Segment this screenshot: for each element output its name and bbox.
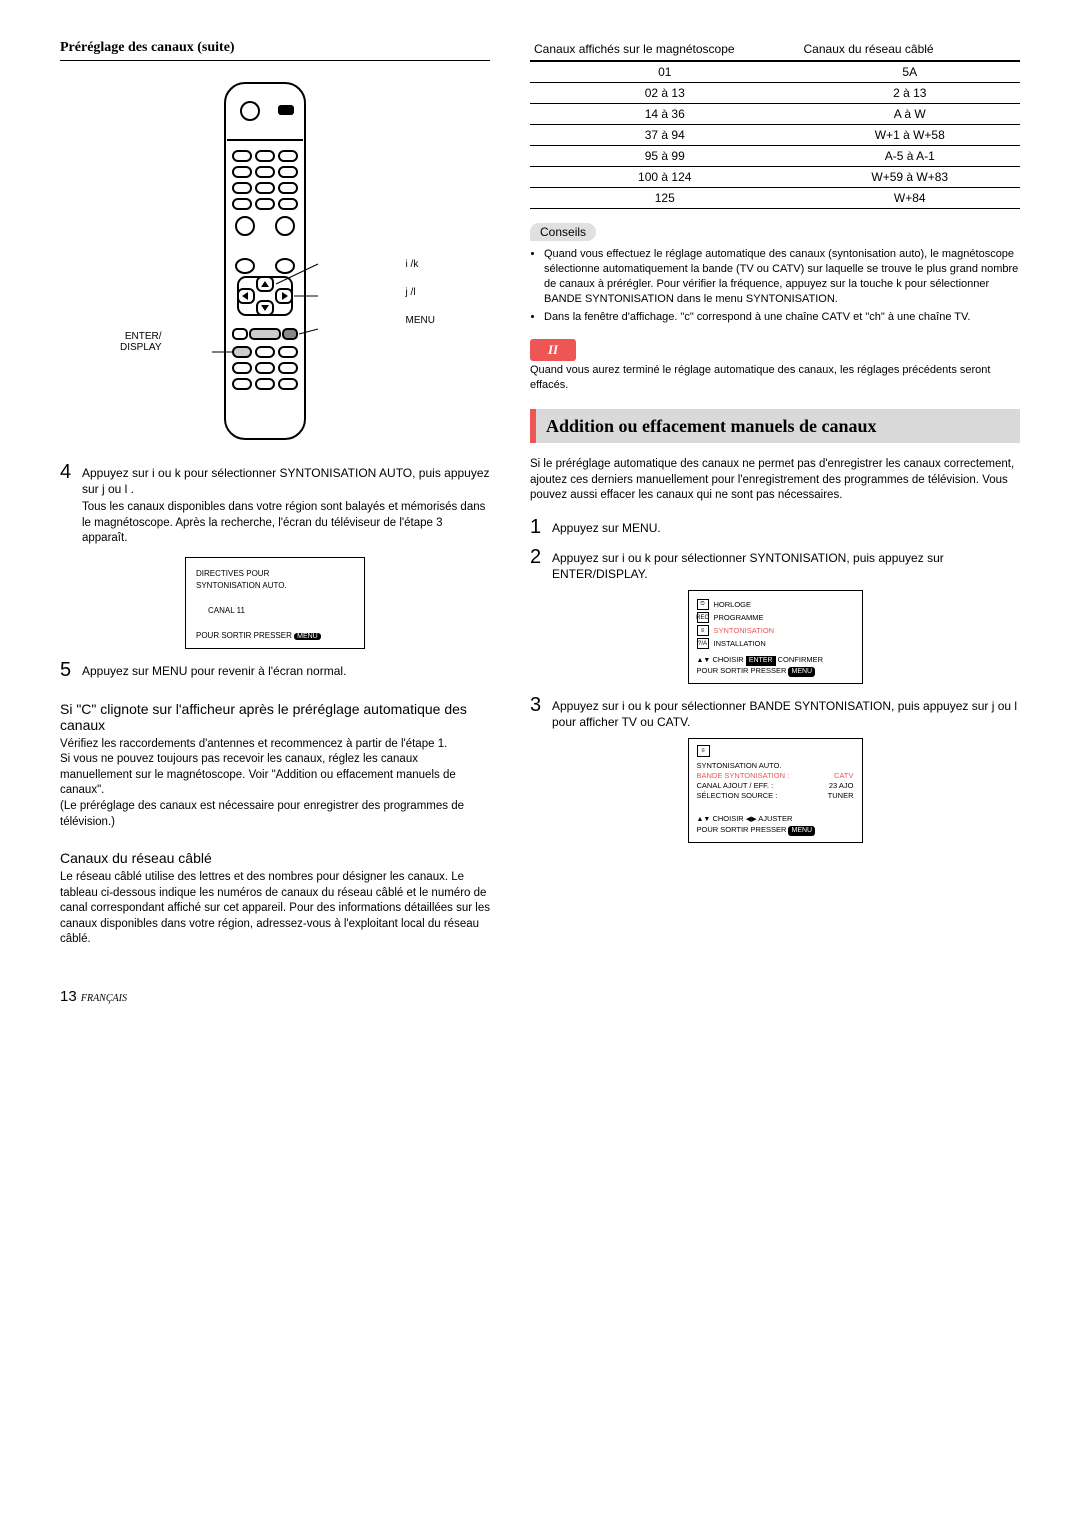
menu-item-icon: REC xyxy=(697,612,709,623)
page-footer: 13 FRANÇAIS xyxy=(60,988,1020,1005)
step4-sub: Tous les canaux disponibles dans votre r… xyxy=(82,500,490,547)
table-row: 100 à 124W+59 à W+83 xyxy=(530,167,1020,188)
tune-screen: ≡ SYNTONISATION AUTO. BANDE SYNTONISATIO… xyxy=(688,738,863,843)
warning-text: Quand vous aurez terminé le réglage auto… xyxy=(530,363,1020,393)
table-row: 015A xyxy=(530,61,1020,83)
table-row: 125W+84 xyxy=(530,188,1020,209)
remote-label-ik: i /k xyxy=(406,251,435,279)
enter-badge-icon: ENTER xyxy=(746,656,776,666)
section-title: Préréglage des canaux (suite) xyxy=(60,40,490,61)
right-step-2: 2 Appuyez sur i ou k pour sélectionner S… xyxy=(530,546,1020,582)
cable-channels-body: Le réseau câblé utilise des lettres et d… xyxy=(60,870,490,948)
table-header-2: Canaux du réseau câblé xyxy=(800,40,1021,61)
menu-row: ⏲HORLOGE xyxy=(697,599,854,610)
step-4: 4 Appuyez sur i ou k pour sélectionner S… xyxy=(60,461,490,547)
remote-label-jl: j /l xyxy=(406,279,435,307)
right-step-1: 1 Appuyez sur MENU. xyxy=(530,516,1020,538)
table-row: 14 à 36A à W xyxy=(530,104,1020,125)
table-row: 37 à 94W+1 à W+58 xyxy=(530,125,1020,146)
step4-text: Appuyez sur i ou k pour sélectionner SYN… xyxy=(82,466,490,496)
conseils-block: Quand vous effectuez le réglage automati… xyxy=(530,247,1020,325)
warning-icon: II xyxy=(530,339,576,361)
cable-channels-heading: Canaux du réseau câblé xyxy=(60,850,490,866)
menu-item-icon: ⏲ xyxy=(697,599,709,610)
conseils-label: Conseils xyxy=(530,223,596,241)
menu-item-icon: ≡ xyxy=(697,625,709,636)
remote-diagram: ENTER/ DISPLAY xyxy=(60,81,490,441)
table-header-1: Canaux affichés sur le magnétoscope xyxy=(530,40,800,61)
list-item: Quand vous effectuez le réglage automati… xyxy=(544,247,1020,306)
step-5: 5 Appuyez sur MENU pour revenir à l'écra… xyxy=(60,659,490,681)
list-item: Dans la fenêtre d'affichage. "c" corresp… xyxy=(544,310,1020,325)
table-row: 02 à 132 à 13 xyxy=(530,83,1020,104)
menu-badge-icon: MENU xyxy=(788,667,815,677)
auto-tune-screen: DIRECTIVES POUR SYNTONISATION AUTO. CANA… xyxy=(185,557,365,649)
menu-row: ?/AINSTALLATION xyxy=(697,638,854,649)
c-blink-body: Vérifiez les raccordements d'antennes et… xyxy=(60,737,490,830)
table-row: 95 à 99A-5 à A-1 xyxy=(530,146,1020,167)
feature-heading: Addition ou effacement manuels de canaux xyxy=(530,409,1020,444)
menu-row: ≡SYNTONISATION xyxy=(697,625,854,636)
menu-badge-icon: MENU xyxy=(788,826,815,836)
remote-label-menu: MENU xyxy=(406,307,435,335)
menu-item-icon: ?/A xyxy=(697,638,709,649)
right-step-3: 3 Appuyez sur i ou k pour sélectionner B… xyxy=(530,694,1020,730)
menu-badge-icon: MENU xyxy=(294,633,321,640)
channel-table: Canaux affichés sur le magnétoscope Cana… xyxy=(530,40,1020,209)
tune-icon: ≡ xyxy=(697,745,710,757)
menu-screen: ⏲HORLOGE RECPROGRAMME ≡SYNTONISATION ?/AINS… xyxy=(688,590,863,684)
feature-intro: Si le préréglage automatique des canaux … xyxy=(530,457,1020,504)
menu-row: RECPROGRAMME xyxy=(697,612,854,623)
remote-label-enter: ENTER/ DISPLAY xyxy=(120,331,162,353)
c-blink-heading: Si "C" clignote sur l'afficheur après le… xyxy=(60,701,490,733)
